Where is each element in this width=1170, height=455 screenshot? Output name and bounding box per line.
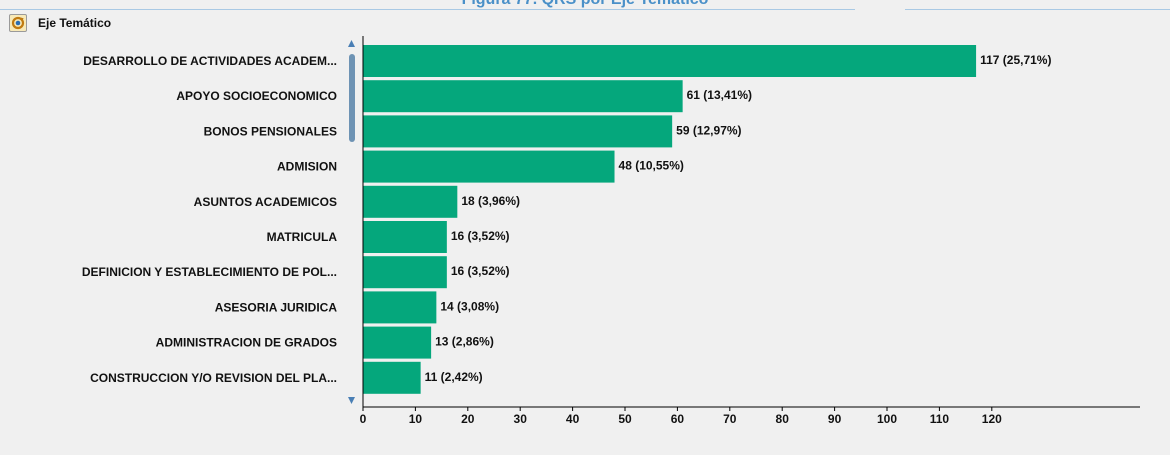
category-label: CONSTRUCCION Y/O REVISION DEL PLA... (90, 371, 337, 385)
refresh-button[interactable] (9, 14, 27, 32)
header-divider-left (0, 9, 855, 10)
data-label: 14 (3,08%) (440, 299, 499, 313)
data-label: 18 (3,96%) (461, 194, 520, 208)
category-label: ASESORIA JURIDICA (215, 300, 338, 314)
category-label: ADMISION (277, 160, 337, 174)
scroll-down-icon[interactable] (348, 397, 355, 404)
category-label: MATRICULA (267, 230, 338, 244)
scroll-thumb[interactable] (349, 54, 355, 142)
category-label: DESARROLLO DE ACTIVIDADES ACADEM... (83, 54, 337, 68)
category-scrollbar[interactable] (348, 40, 355, 404)
chart-header: Eje Temático (0, 10, 1170, 34)
x-tick-label: 40 (566, 412, 580, 426)
x-tick-label: 30 (514, 412, 528, 426)
x-tick-label: 60 (671, 412, 685, 426)
header-divider-right (905, 9, 1170, 10)
x-tick-label: 70 (723, 412, 737, 426)
data-labels: 117 (25,71%) 61 (13,41%) 59 (12,97%) 48 (10… (425, 53, 1052, 384)
category-label: APOYO SOCIOECONOMICO (176, 89, 337, 103)
category-label: ADMINISTRACION DE GRADOS (156, 336, 337, 350)
bar[interactable] (363, 150, 615, 183)
bar[interactable] (363, 361, 421, 394)
x-tick-label: 50 (618, 412, 632, 426)
x-tick-label: 10 (409, 412, 423, 426)
x-tick-label: 100 (877, 412, 897, 426)
data-label: 61 (13,41%) (687, 88, 752, 102)
bar[interactable] (363, 45, 977, 77)
bar[interactable] (363, 185, 458, 218)
scroll-up-icon[interactable] (348, 40, 355, 47)
x-tick-label: 80 (776, 412, 790, 426)
data-label: 11 (2,42%) (425, 370, 483, 384)
bar[interactable] (363, 115, 673, 148)
data-label: 117 (25,71%) (980, 53, 1051, 67)
refresh-icon (11, 16, 25, 30)
bar[interactable] (363, 291, 437, 324)
bar[interactable] (363, 80, 683, 113)
x-tick-label: 120 (982, 412, 1002, 426)
x-tick-label: 110 (930, 412, 950, 426)
data-label: 16 (3,52%) (451, 229, 510, 243)
data-label: 48 (10,55%) (619, 159, 684, 173)
category-label: DEFINICION Y ESTABLECIMIENTO DE POL... (82, 265, 337, 279)
data-label: 16 (3,52%) (451, 264, 510, 278)
category-label: ASUNTOS ACADEMICOS (194, 195, 337, 209)
x-tick-label: 20 (461, 412, 475, 426)
axes: 0 10 20 30 40 50 60 70 80 90 100 110 120 (360, 36, 1140, 426)
category-label: BONOS PENSIONALES (204, 124, 337, 138)
x-tick-label: 90 (828, 412, 842, 426)
category-labels: DESARROLLO DE ACTIVIDADES ACADEM... APOYO… (82, 54, 337, 385)
bars-layer (363, 45, 977, 394)
bar[interactable] (363, 221, 447, 253)
figure-caption: Figura 77. QRS por Eje Temático (0, 0, 1170, 9)
data-label: 59 (12,97%) (676, 123, 741, 137)
bar[interactable] (363, 256, 447, 289)
data-label: 13 (2,86%) (435, 335, 494, 349)
bar[interactable] (363, 326, 432, 359)
chart-title: Eje Temático (38, 16, 112, 30)
x-tick-label: 0 (360, 412, 367, 426)
